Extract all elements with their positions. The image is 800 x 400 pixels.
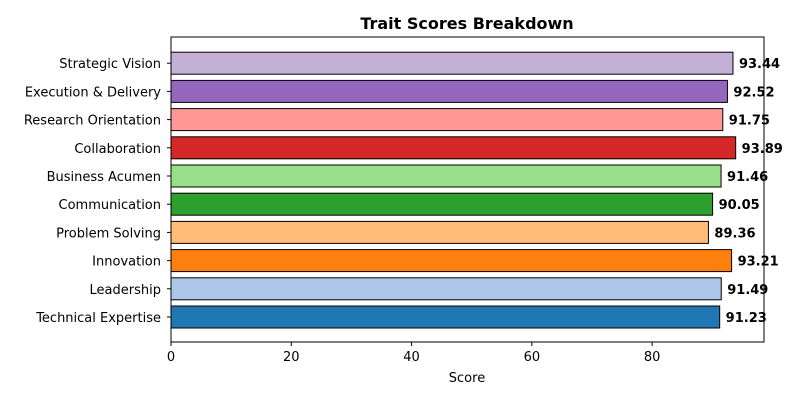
value-label: 91.49 xyxy=(727,283,768,298)
x-tick-label: 40 xyxy=(403,350,420,365)
value-label: 92.52 xyxy=(733,85,774,100)
value-label: 90.05 xyxy=(719,198,760,213)
bar xyxy=(170,249,733,273)
plot-frame xyxy=(170,36,765,343)
bar xyxy=(170,164,722,188)
y-tick-label: Innovation xyxy=(92,255,161,270)
value-label: 93.44 xyxy=(739,57,780,72)
value-label: 93.21 xyxy=(738,255,779,270)
y-tick-label: Problem Solving xyxy=(56,226,161,241)
x-axis-label: Score xyxy=(449,371,485,386)
y-tick-label: Technical Expertise xyxy=(35,311,161,326)
y-tick-labels: Technical Expertise Leadership Innovation P… xyxy=(24,57,171,326)
value-label: 89.36 xyxy=(714,226,755,241)
y-tick-label: Communication xyxy=(59,198,161,213)
value-label: 91.46 xyxy=(727,170,768,185)
bar xyxy=(170,192,714,216)
bar xyxy=(170,108,724,132)
bars-group xyxy=(170,51,737,329)
bar xyxy=(170,277,722,301)
value-labels: 91.23 91.49 93.21 89.36 90.05 91.46 93.89 91.75… xyxy=(714,57,782,326)
bar xyxy=(170,136,737,160)
x-tick-label: 60 xyxy=(524,350,541,365)
bar xyxy=(170,220,709,244)
bar xyxy=(170,79,728,103)
x-axis-ticks: 0 20 40 60 80 xyxy=(167,342,661,365)
value-label: 93.89 xyxy=(742,142,783,157)
y-tick-label: Leadership xyxy=(90,283,161,298)
bar xyxy=(170,51,734,75)
y-tick-label: Execution & Delivery xyxy=(25,85,161,100)
y-tick-label: Research Orientation xyxy=(24,114,161,129)
x-tick-label: 20 xyxy=(283,350,300,365)
y-tick-label: Collaboration xyxy=(74,142,161,157)
value-label: 91.23 xyxy=(726,311,767,326)
bar xyxy=(170,305,721,329)
y-tick-label: Business Acumen xyxy=(47,170,161,185)
chart-title: Trait Scores Breakdown xyxy=(360,14,573,33)
y-tick-label: Strategic Vision xyxy=(59,57,161,72)
x-tick-label: 0 xyxy=(167,350,175,365)
value-label: 91.75 xyxy=(729,114,770,129)
x-tick-label: 80 xyxy=(644,350,661,365)
